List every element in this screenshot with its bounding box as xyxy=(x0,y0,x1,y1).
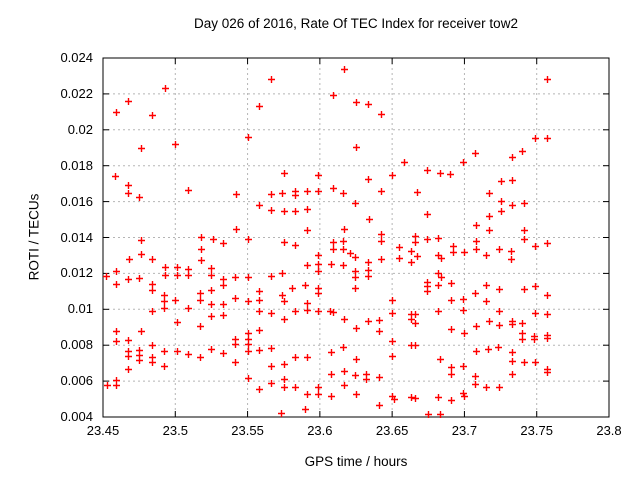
x-tick-label: 23.8 xyxy=(596,423,622,438)
x-tick-label: 23.45 xyxy=(86,423,120,438)
y-tick-label: 0.02 xyxy=(67,121,93,137)
y-axis-title: ROTI / TECUs xyxy=(26,193,42,281)
y-tick-label: 0.006 xyxy=(60,373,93,389)
y-tick-label: 0.004 xyxy=(60,409,93,424)
y-tick-label: 0.014 xyxy=(60,229,93,245)
y-tick-label: 0.022 xyxy=(60,85,93,101)
y-tick-label: 0.024 xyxy=(60,50,93,65)
y-tick-label: 0.018 xyxy=(60,157,93,173)
chart-title: Day 026 of 2016, Rate Of TEC Index for r… xyxy=(194,16,518,31)
x-tick-label: 23.65 xyxy=(375,423,409,438)
y-tick-label: 0.01 xyxy=(67,301,93,317)
x-tick-label: 23.75 xyxy=(520,423,553,438)
x-tick-label: 23.5 xyxy=(162,423,188,438)
x-axis-title: GPS time / hours xyxy=(304,454,408,469)
x-tick-label: 23.55 xyxy=(231,423,264,438)
x-tick-label: 23.6 xyxy=(307,423,333,438)
x-tick-label: 23.7 xyxy=(451,423,478,438)
y-tick-label: 0.008 xyxy=(60,337,93,353)
y-tick-label: 0.016 xyxy=(60,193,93,209)
scatter-points xyxy=(103,66,551,418)
plot-frame xyxy=(102,57,610,418)
y-tick-label: 0.012 xyxy=(60,265,93,281)
